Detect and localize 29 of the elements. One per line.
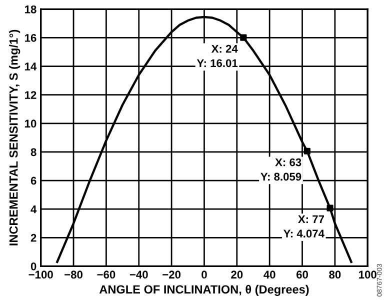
x-tick-label: 100 bbox=[359, 270, 376, 279]
x-tick-label: 80 bbox=[329, 270, 341, 279]
y-tick-label: 2 bbox=[30, 234, 36, 242]
point bbox=[240, 34, 247, 41]
annotation: X: 77 Y: 4.074 bbox=[283, 215, 324, 238]
y-tick-label: 10 bbox=[25, 120, 36, 128]
x-tick-label: −40 bbox=[130, 270, 148, 279]
y-tick-label: 8 bbox=[30, 148, 36, 156]
y-tick-label: 18 bbox=[25, 5, 36, 14]
x-tick-label: 20 bbox=[231, 270, 243, 279]
x-tick-label: 60 bbox=[296, 270, 308, 279]
point bbox=[326, 204, 334, 212]
y-tick-label: 14 bbox=[25, 62, 37, 70]
x-tick-label: −20 bbox=[162, 270, 181, 279]
x-tick-label: −100 bbox=[28, 270, 53, 279]
x-tick-label: 40 bbox=[264, 270, 276, 279]
x-tick-label: 0 bbox=[202, 270, 207, 279]
y-tick-label: 16 bbox=[25, 34, 36, 42]
y-tick-label: 6 bbox=[30, 176, 36, 185]
annotation: X: 24 Y: 16.01 bbox=[196, 44, 238, 68]
annotation: X: 63 Y: 8.059 bbox=[260, 158, 302, 181]
x-axis-title: ANGLE OF INCLINATION, θ (Degrees) bbox=[99, 284, 309, 296]
y-tick-label: 12 bbox=[25, 91, 36, 99]
y-tick-label: 4 bbox=[30, 205, 37, 214]
y-tick-label: 0 bbox=[30, 262, 36, 270]
x-tick-label: −60 bbox=[97, 270, 116, 279]
x-tick-label: −80 bbox=[64, 270, 82, 279]
y-axis-title: INCREMENTAL SENSITIVITY, S (mg/1°) bbox=[9, 30, 20, 246]
point bbox=[304, 148, 310, 154]
